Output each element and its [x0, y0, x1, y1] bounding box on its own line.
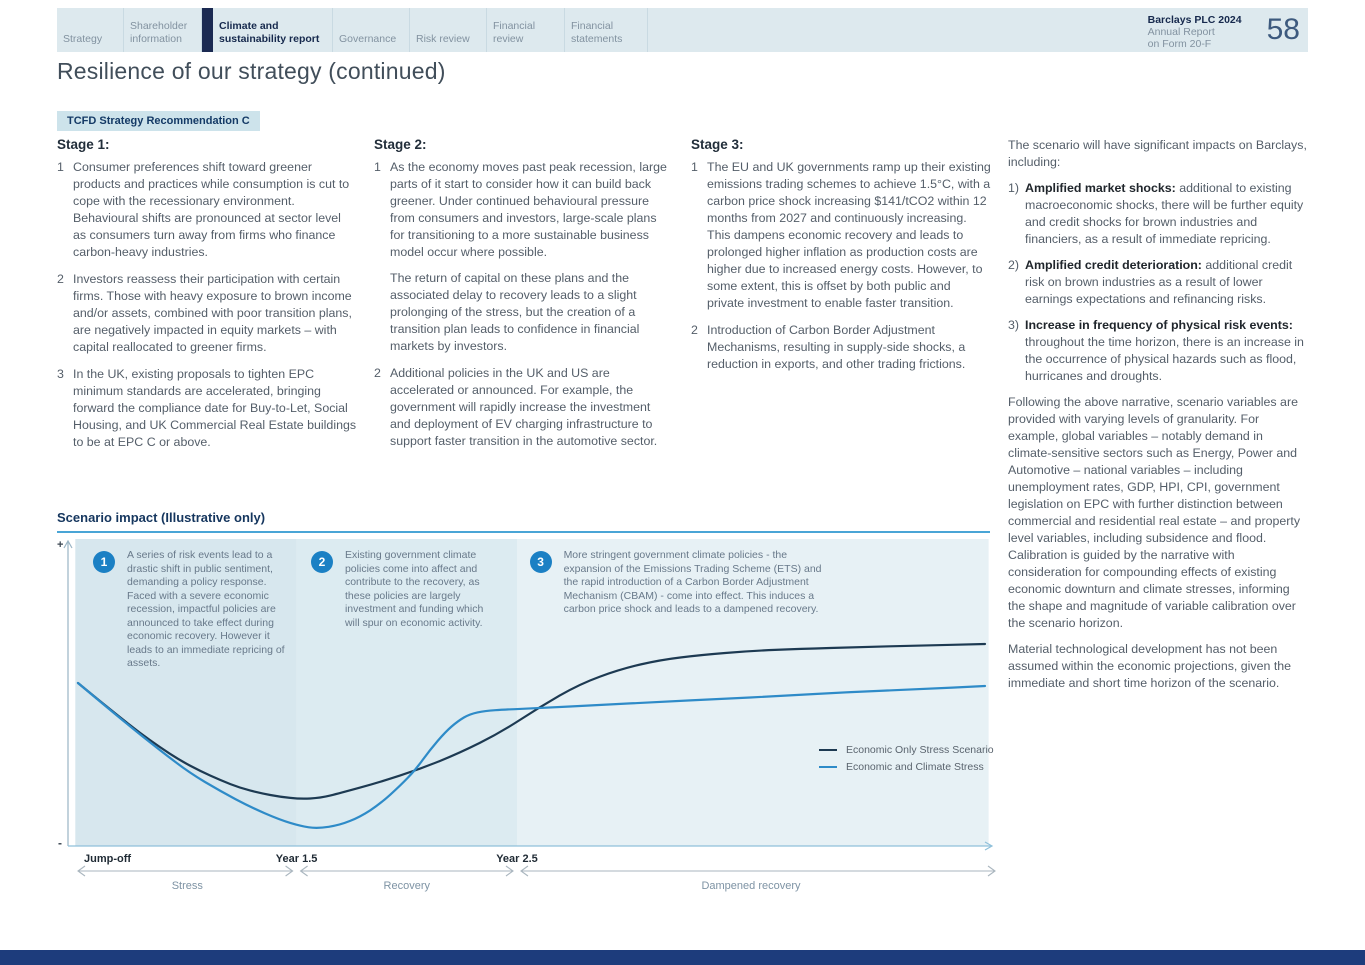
narrative-paragraph: Material technological development has n…	[1008, 642, 1292, 690]
footer-bar	[0, 950, 1365, 965]
chart-regions	[75, 539, 989, 846]
phase-label-stress: Stress	[171, 880, 203, 892]
page-number: 58	[1266, 13, 1300, 46]
tab-risk-review[interactable]: Risk review	[410, 8, 487, 52]
tab-shareholder-information[interactable]: Shareholder information	[124, 8, 202, 52]
list-item: 2 Additional policies in the UK and US ar…	[374, 366, 658, 448]
chart-plot: + -	[57, 539, 996, 877]
list-item: 1 Consumer preferences shift toward green…	[57, 160, 350, 259]
phase-label-recovery: Recovery	[383, 880, 431, 892]
tcfd-badge: TCFD Strategy Recommendation C	[57, 111, 260, 131]
annotation-2-marker: 2	[310, 551, 333, 573]
top-navigation: Strategy Shareholder information Climate…	[57, 8, 1308, 52]
y-axis-minus-label: -	[58, 836, 62, 850]
tab-governance[interactable]: Governance	[333, 8, 410, 52]
x-tick-jump-off: Jump-off	[84, 853, 132, 865]
y-axis: + -	[57, 539, 73, 850]
active-tab-indicator	[202, 8, 213, 52]
annotation-1-marker: 1	[93, 551, 116, 573]
x-axis	[68, 841, 994, 851]
legend-item: Economic Only Stress Scenario	[819, 741, 994, 758]
stage-3-heading: Stage 3:	[691, 137, 744, 152]
tab-climate-and-sustainability-report[interactable]: Climate and sustainability report	[213, 8, 333, 52]
tab-financial-review[interactable]: Financial review	[487, 8, 565, 52]
chart-annotation-1: 1 A series of risk events lead to a dras…	[93, 549, 285, 671]
phase-span-arrows	[77, 865, 996, 877]
impact-item: 1) Amplified market shocks: additional to…	[1008, 181, 1304, 246]
annotation-3-marker: 3	[529, 551, 552, 573]
scenario-impact-chart: Scenario impact (Illustrative only) + -	[57, 505, 1003, 905]
content-columns: Stage 1: 1 Consumer preferences shift tow…	[57, 137, 1308, 692]
impact-item: 2) Amplified credit deterioration: additi…	[1008, 258, 1293, 306]
chart-legend: Economic Only Stress Scenario Economic a…	[819, 741, 994, 775]
chart-title-rule	[57, 531, 990, 533]
x-tick-year-2-5: Year 2.5	[496, 853, 538, 865]
report-subtitle-1: Annual Report	[1147, 26, 1215, 38]
page-title: Resilience of our strategy (continued)	[57, 58, 446, 84]
impact-item: 3) Increase in frequency of physical risk…	[1008, 318, 1304, 383]
x-tick-year-1-5: Year 1.5	[275, 853, 318, 865]
chart-annotation-2: 2 Existing government climate policies c…	[310, 549, 497, 630]
list-item: 3 In the UK, existing proposals to tighte…	[57, 367, 357, 449]
impacts-intro: The scenario will have significant impac…	[1008, 138, 1307, 169]
chart-title: Scenario impact (Illustrative only)	[57, 510, 266, 525]
economic-only-series-line	[76, 642, 987, 800]
stage-2-heading: Stage 2:	[374, 137, 427, 152]
legend-item: Economic and Climate Stress	[819, 758, 994, 775]
report-title: Barclays PLC 2024	[1147, 14, 1242, 26]
tab-strategy[interactable]: Strategy	[57, 8, 124, 52]
list-item: 2 Investors reassess their participation …	[57, 272, 352, 354]
list-item: 2 Introduction of Carbon Border Adjustmen…	[691, 323, 966, 371]
stage-1-heading: Stage 1:	[57, 137, 110, 152]
narrative-paragraph: Following the above narrative, scenario …	[1008, 395, 1301, 630]
scenario-impacts-column: The scenario will have significant impac…	[1008, 137, 1308, 692]
list-item: 1 The EU and UK governments ramp up their…	[691, 160, 991, 310]
list-item: 1 As the economy moves past peak recessio…	[374, 160, 667, 353]
report-title-block: Barclays PLC 2024 Annual Report on Form …	[1148, 8, 1243, 52]
nav-spacer	[648, 8, 1148, 52]
stage-2-column: Stage 2: 1 As the economy moves past peak…	[374, 137, 674, 692]
stage-1-column: Stage 1: 1 Consumer preferences shift tow…	[57, 137, 357, 692]
chart-annotation-3: 3 More stringent government climate poli…	[529, 549, 832, 617]
phase-label-dampened-recovery: Dampened recovery	[701, 880, 801, 892]
y-axis-plus-label: +	[57, 539, 63, 551]
report-subtitle-2: on Form 20-F	[1147, 38, 1212, 50]
legend-swatch	[819, 748, 837, 751]
tab-financial-statements[interactable]: Financial statements	[565, 8, 648, 52]
stage-3-column: Stage 3: 1 The EU and UK governments ramp…	[691, 137, 991, 692]
economic-and-climate-series-line	[76, 681, 987, 829]
legend-swatch	[819, 765, 837, 768]
